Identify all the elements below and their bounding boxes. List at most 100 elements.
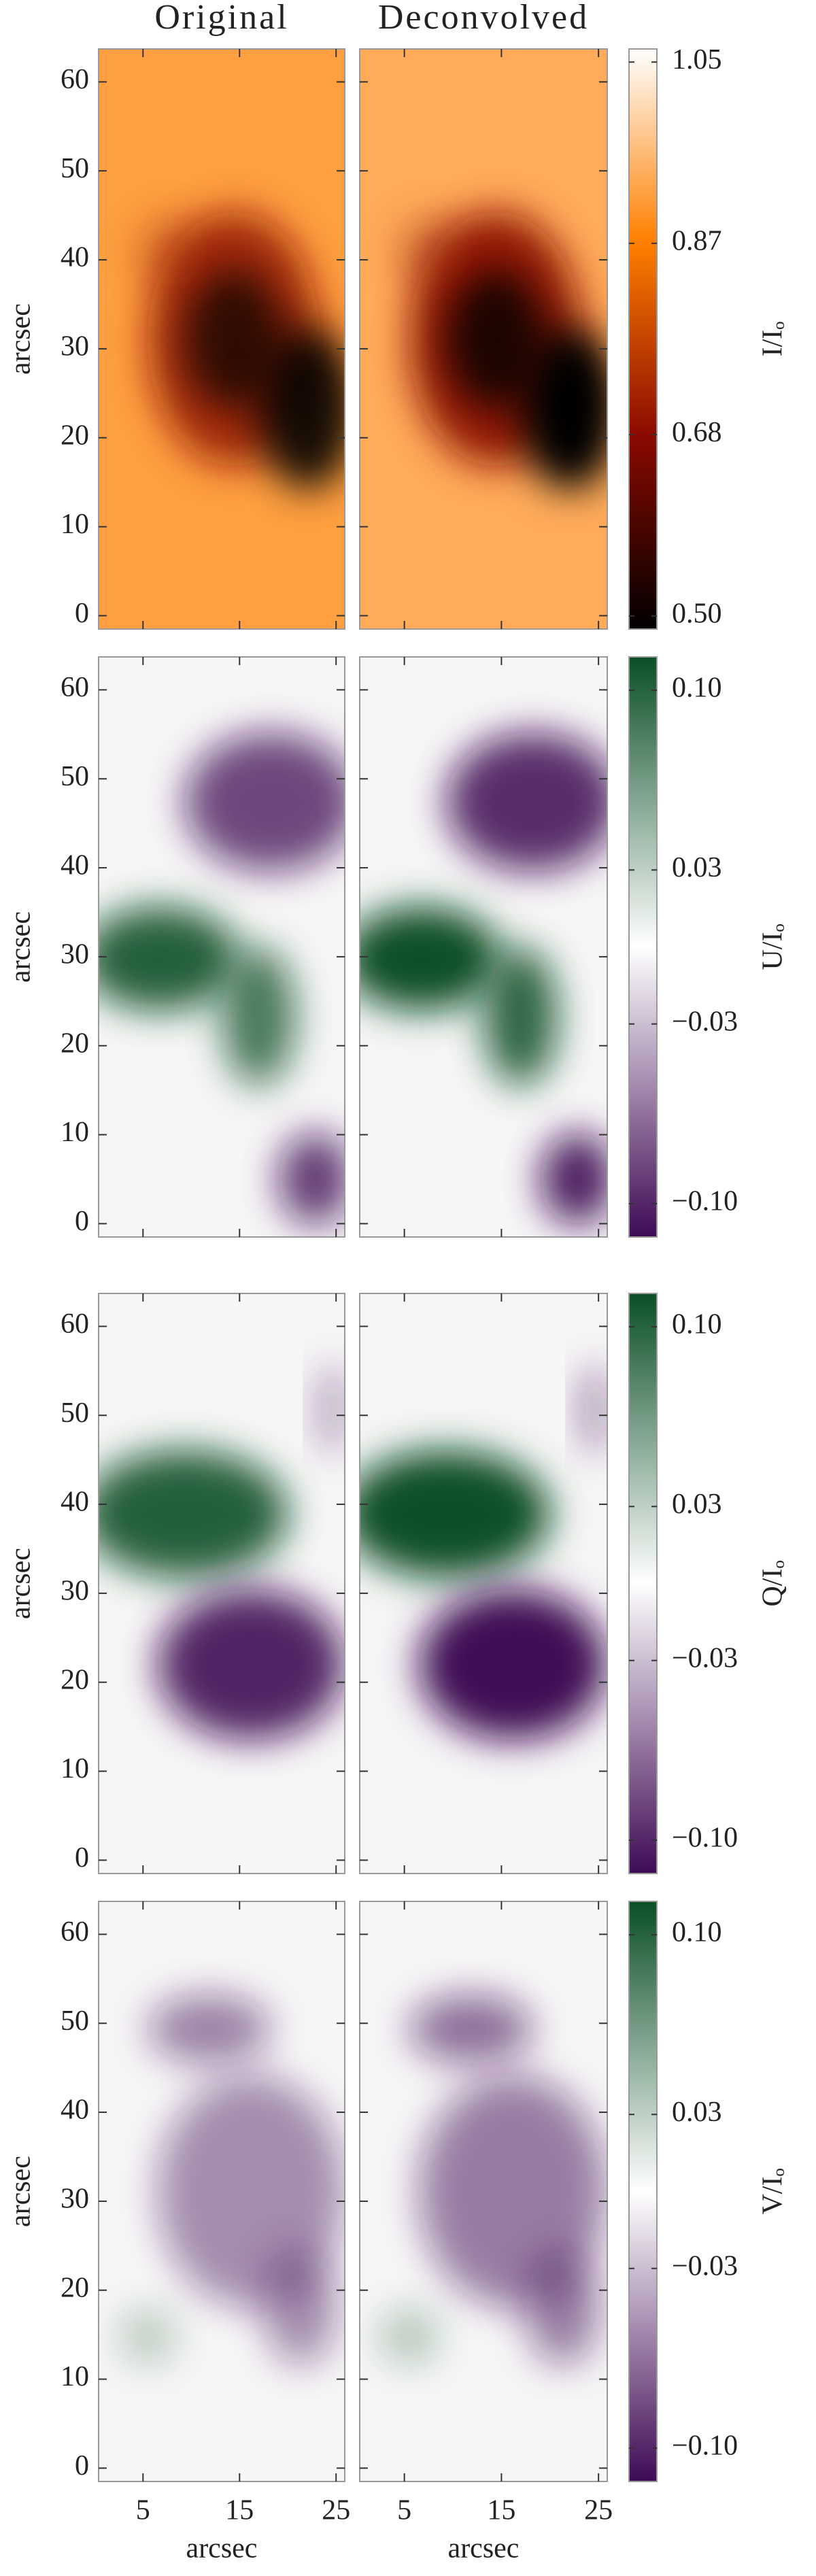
y-tick-label: 0	[75, 2450, 89, 2481]
feature	[318, 1363, 345, 1456]
feature	[360, 1450, 551, 1578]
y-tick-label: 30	[61, 331, 89, 362]
y-tick-label: 30	[61, 2184, 89, 2215]
colorbar-tick-label: −0.10	[672, 2430, 738, 2462]
y-tick-label: 0	[75, 1842, 89, 1874]
y-tick-label: 20	[61, 1028, 89, 1059]
y-tick-label: 50	[61, 761, 89, 792]
panel-frame	[359, 656, 608, 1238]
x-axis-label: arcsec	[186, 2533, 258, 2564]
panel-background	[99, 1293, 345, 1874]
x-axis-label: arcsec	[448, 2533, 520, 2564]
y-tick-label: 10	[61, 2361, 89, 2392]
colorbar-label: V/Iₒ	[758, 2168, 789, 2214]
feature	[222, 947, 296, 1087]
x-tick-label: 15	[487, 2495, 515, 2526]
feature	[99, 1450, 288, 1578]
image-panel	[99, 1293, 345, 1874]
colorbar-tick-label: 0.10	[672, 1917, 722, 1948]
y-tick-label: 30	[61, 939, 89, 970]
y-tick-label: 30	[61, 1576, 89, 1607]
y-tick-label: 20	[61, 2272, 89, 2303]
column-title: Original	[154, 0, 288, 37]
y-tick-label: 20	[61, 420, 89, 451]
x-tick-label: 25	[584, 2495, 613, 2526]
y-tick-label: 10	[61, 1117, 89, 1148]
feature	[409, 1994, 533, 2064]
y-tick-label: 10	[61, 509, 89, 540]
feature	[263, 2249, 338, 2366]
feature	[525, 2249, 600, 2366]
image-panel	[99, 49, 345, 629]
y-tick-label: 40	[61, 1487, 89, 1518]
y-tick-label: 60	[61, 1916, 89, 1948]
colorbar-tick-label: 1.05	[672, 44, 722, 75]
colorbar-tick-label: 0.03	[672, 852, 722, 883]
y-axis-label: arcsec	[5, 911, 37, 983]
y-tick-label: 60	[61, 1308, 89, 1340]
y-tick-label: 50	[61, 2005, 89, 2037]
colorbar-tick-label: −0.10	[672, 1823, 738, 1854]
column-title: Deconvolved	[378, 0, 589, 37]
colorbar-tick-label: −0.10	[672, 1186, 738, 1217]
feature	[184, 269, 284, 409]
feature	[99, 906, 239, 1011]
colorbar-tick-label: 0.50	[672, 598, 722, 629]
colorbar-tick-label: 0.03	[672, 2097, 722, 2128]
feature	[446, 269, 545, 409]
feature	[135, 217, 209, 287]
panel-frame	[98, 1901, 345, 2482]
image-panel	[360, 657, 607, 1237]
feature	[396, 217, 471, 287]
colorbar-frame	[628, 1901, 658, 2482]
y-tick-label: 40	[61, 2095, 89, 2126]
image-panel	[99, 657, 345, 1237]
feature	[540, 1132, 607, 1225]
feature	[278, 1132, 345, 1225]
panel-frame	[359, 1293, 608, 1874]
colorbar-tick-label: 0.03	[672, 1489, 722, 1520]
colorbar	[629, 49, 657, 629]
feature	[184, 732, 345, 872]
image-panel	[360, 1293, 607, 1874]
feature	[157, 1589, 345, 1740]
colorbar-frame	[628, 656, 658, 1238]
panel-frame	[359, 48, 608, 630]
feature	[579, 1363, 607, 1456]
colorbar-frame	[628, 48, 658, 630]
x-tick-label: 5	[136, 2495, 150, 2526]
x-tick-label: 15	[225, 2495, 254, 2526]
y-axis-label: arcsec	[5, 1548, 37, 1619]
colorbar-tick-label: 0.87	[672, 225, 722, 256]
y-tick-label: 60	[61, 64, 89, 95]
colorbar-tick-label: −0.03	[672, 1642, 738, 1674]
colorbar-label: U/Iₒ	[758, 923, 789, 970]
y-tick-label: 40	[61, 242, 89, 273]
y-tick-label: 0	[75, 598, 89, 629]
feature	[446, 732, 607, 872]
colorbar-tick-label: 0.10	[672, 1309, 722, 1340]
feature	[483, 947, 558, 1087]
colorbar-tick-label: −0.03	[672, 2250, 738, 2282]
feature	[520, 327, 607, 490]
colorbar	[629, 1293, 657, 1874]
colorbar-label: Q/Iₒ	[758, 1560, 789, 1606]
y-axis-label: arcsec	[5, 2156, 37, 2227]
y-tick-label: 50	[61, 153, 89, 184]
y-tick-label: 0	[75, 1206, 89, 1237]
panel-background	[360, 1293, 607, 1874]
panel-frame	[98, 1293, 345, 1874]
feature	[157, 2075, 345, 2308]
y-tick-label: 50	[61, 1397, 89, 1429]
panel-frame	[98, 48, 345, 630]
feature	[419, 1589, 607, 1740]
y-tick-label: 60	[61, 672, 89, 703]
panel-frame	[98, 656, 345, 1238]
feature	[148, 1994, 271, 2064]
feature	[258, 327, 345, 490]
image-panel	[99, 1901, 345, 2481]
feature	[419, 2075, 607, 2308]
colorbar-tick-label: 0.68	[672, 417, 722, 448]
colorbar-label: I/Iₒ	[758, 322, 789, 357]
